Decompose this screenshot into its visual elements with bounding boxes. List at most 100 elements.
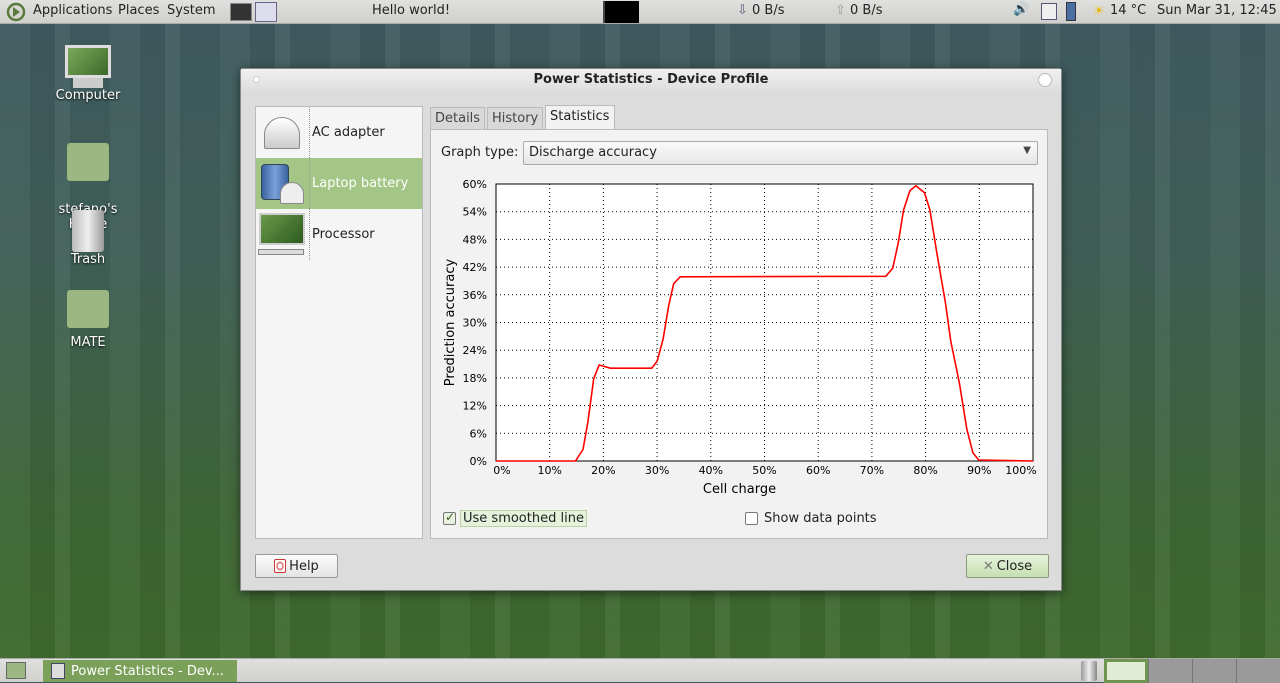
device-item-laptop-battery[interactable]: Laptop battery — [256, 158, 422, 209]
folder-icon — [67, 290, 109, 328]
y-tick-label: 18% — [463, 372, 487, 385]
statistics-pane: Graph type: Discharge accuracy ▼ 0% 6% 12%… — [430, 129, 1048, 539]
top-panel: Applications Places System Hello world! … — [0, 0, 1280, 24]
help-icon — [274, 559, 287, 573]
graph-type-value: Discharge accuracy — [529, 145, 657, 160]
x-tick-label: 10% — [537, 464, 561, 477]
x-axis-label: Cell charge — [703, 482, 776, 497]
help-button[interactable]: Help — [255, 554, 338, 578]
battery-icon[interactable] — [1066, 2, 1076, 21]
menu-applications[interactable]: Applications — [33, 3, 113, 18]
x-tick-label: 100% — [1005, 464, 1036, 477]
graph-type-label: Graph type: — [441, 145, 519, 160]
desktop-icon-mate[interactable]: MATE — [43, 290, 133, 350]
x-tick-label: 40% — [699, 464, 723, 477]
network-up-icon: ⇧ — [835, 3, 846, 18]
y-tick-label: 6% — [470, 427, 487, 440]
discharge-accuracy-chart: 0% 6% 12% 18% 24% 30% 36% 42% 48% 54% 60% 0% 10% 20% 3… — [443, 178, 1037, 497]
tab-statistics[interactable]: Statistics — [545, 105, 615, 130]
window-menu-button[interactable] — [253, 76, 260, 83]
show-data-points-label: Show data points — [764, 511, 877, 526]
workspace-1[interactable] — [1104, 659, 1148, 683]
show-data-points-checkbox[interactable]: Show data points — [745, 511, 877, 526]
smoothed-line-checkbox[interactable]: ✓ Use smoothed line — [443, 510, 587, 527]
close-icon: ✕ — [982, 558, 994, 574]
x-tick-label: 50% — [752, 464, 776, 477]
show-desktop-icon[interactable] — [6, 662, 26, 679]
y-tick-label: 42% — [463, 261, 487, 274]
x-tick-label: 0% — [493, 464, 510, 477]
home-folder-icon — [67, 143, 109, 181]
accuracy-line — [496, 185, 1034, 462]
y-tick-label: 48% — [463, 233, 487, 246]
y-axis-label: Prediction accuracy — [443, 259, 458, 387]
weather-icon: ☀ — [1093, 4, 1105, 19]
window-title: Power Statistics - Device Profile — [533, 72, 769, 87]
device-item-processor[interactable]: Processor — [256, 209, 422, 260]
tab-details[interactable]: Details — [430, 107, 485, 129]
title-bar[interactable]: Power Statistics - Device Profile — [241, 69, 1061, 91]
mate-logo-icon[interactable] — [6, 2, 26, 22]
smoothed-line-label: Use smoothed line — [460, 510, 587, 527]
clock[interactable]: Sun Mar 31, 12:45 — [1157, 3, 1277, 18]
net-up-rate: 0 B/s — [850, 3, 883, 18]
device-label: Processor — [312, 227, 375, 242]
desktop-icon-trash[interactable]: Trash — [43, 210, 133, 267]
network-icon[interactable] — [1041, 3, 1057, 20]
network-down-icon: ⇩ — [737, 3, 748, 18]
y-tick-label: 12% — [463, 400, 487, 413]
workspace-2[interactable] — [1148, 659, 1192, 683]
dropdown-arrow-icon: ▼ — [1023, 145, 1031, 156]
system-monitor-graph[interactable] — [603, 1, 639, 23]
screenshot-launcher-icon[interactable] — [255, 2, 277, 22]
x-tick-label: 70% — [860, 464, 884, 477]
computer-icon — [65, 45, 111, 78]
y-tick-label: 30% — [463, 317, 487, 330]
power-statistics-dialog: Power Statistics - Device Profile AC ada… — [240, 68, 1062, 591]
bottom-panel: Power Statistics - Dev... — [0, 658, 1280, 683]
y-tick-label: 36% — [463, 289, 487, 302]
checkbox-unchecked-icon[interactable] — [745, 512, 758, 525]
power-statistics-icon — [51, 663, 65, 679]
device-label: AC adapter — [312, 125, 385, 140]
y-tick-label: 0% — [470, 455, 487, 468]
x-tick-label: 30% — [645, 464, 669, 477]
x-tick-label: 80% — [913, 464, 937, 477]
close-label: Close — [996, 558, 1033, 574]
weather-temp[interactable]: 14 °C — [1110, 3, 1147, 18]
trash-icon[interactable] — [1081, 661, 1097, 681]
y-tick-label: 54% — [463, 206, 487, 219]
hello-applet: Hello world! — [372, 3, 451, 18]
trash-icon — [72, 210, 104, 252]
battery-icon — [256, 158, 310, 209]
taskbar-item-power-statistics[interactable]: Power Statistics - Dev... — [43, 660, 237, 682]
x-tick-label: 20% — [591, 464, 615, 477]
computer-icon — [256, 209, 310, 260]
menu-system[interactable]: System — [167, 3, 216, 18]
x-tick-label: 90% — [967, 464, 991, 477]
terminal-launcher-icon[interactable] — [230, 3, 252, 21]
workspace-4[interactable] — [1236, 659, 1280, 683]
checkbox-checked-icon[interactable]: ✓ — [443, 510, 456, 525]
desktop-icon-computer[interactable]: Computer — [43, 45, 133, 103]
device-label: Laptop battery — [312, 176, 409, 191]
ac-adapter-icon — [256, 107, 310, 158]
y-tick-label: 24% — [463, 344, 487, 357]
close-button[interactable]: ✕ Close — [966, 554, 1049, 578]
desktop-icon-label: MATE — [70, 335, 106, 350]
net-down-rate: 0 B/s — [752, 3, 785, 18]
window-close-button[interactable] — [1038, 73, 1052, 87]
y-tick-label: 60% — [463, 178, 487, 191]
desktop-icon-label: Computer — [55, 88, 121, 103]
device-list: AC adapter Laptop battery Processor — [255, 106, 423, 539]
help-label: Help — [289, 558, 319, 574]
volume-icon[interactable]: 🔊 — [1013, 2, 1030, 17]
taskbar-item-label: Power Statistics - Dev... — [71, 663, 224, 679]
workspace-switcher — [1104, 659, 1280, 683]
tab-history[interactable]: History — [487, 107, 543, 129]
graph-type-select[interactable]: Discharge accuracy ▼ — [523, 141, 1038, 165]
workspace-3[interactable] — [1192, 659, 1236, 683]
menu-places[interactable]: Places — [118, 3, 160, 18]
desktop-icon-label: Trash — [70, 252, 106, 267]
device-item-ac-adapter[interactable]: AC adapter — [256, 107, 422, 158]
